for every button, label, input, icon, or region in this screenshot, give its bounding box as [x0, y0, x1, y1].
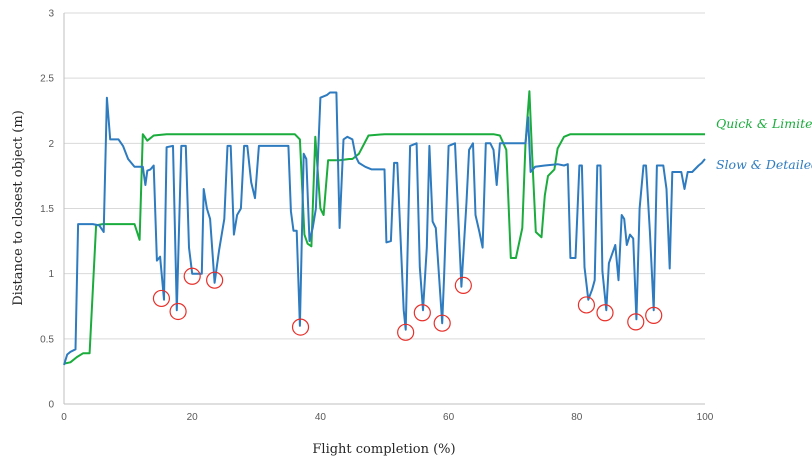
y-tick-label-0: 0: [48, 400, 54, 411]
annotation-circle-11: [627, 313, 645, 331]
annotation-circles: [152, 267, 663, 341]
x-tick-label-1: 20: [187, 412, 199, 423]
x-axis-title: Flight completion (%): [312, 442, 455, 457]
y-tick-label-1: 0.5: [40, 334, 54, 345]
y-tick-label-4: 2: [48, 139, 54, 150]
x-tick-label-5: 100: [697, 412, 714, 423]
annotation-circle-7: [433, 314, 451, 332]
annotation-circle-1: [169, 302, 187, 321]
x-tick-label-2: 40: [315, 412, 327, 423]
y-tick-label-6: 3: [48, 9, 54, 20]
legend-label-quick-limited: Quick & Limited: [716, 116, 812, 131]
annotation-circle-3: [206, 271, 224, 289]
y-tick-labels: 0 0.5 1 1.5 2 2.5 3: [40, 9, 54, 411]
annotation-circle-9: [577, 296, 596, 314]
y-axis-title: Distance to closest object (m): [11, 110, 26, 306]
x-tick-labels: 0 20 40 60 80 100: [61, 412, 714, 423]
y-tick-label-2: 1: [48, 269, 54, 280]
annotation-circle-8: [454, 276, 472, 294]
x-tick-label-4: 80: [571, 412, 583, 423]
annotation-circle-5: [397, 323, 415, 341]
x-tick-label-0: 0: [61, 412, 67, 423]
annotation-circle-0: [152, 289, 171, 308]
y-tick-label-3: 1.5: [40, 204, 54, 215]
annotation-circle-2: [183, 267, 201, 285]
x-tick-label-3: 60: [443, 412, 455, 423]
annotation-circle-6: [413, 304, 431, 322]
series-line-slow-detailed: [63, 91, 706, 366]
series-lines: [63, 90, 706, 366]
annotation-circle-4: [291, 318, 310, 336]
annotation-circle-10: [596, 304, 614, 322]
annotation-circle-12: [645, 306, 663, 324]
series-line-quick-limited: [63, 90, 705, 365]
gridlines: [63, 12, 705, 405]
legend-label-slow-detailed: Slow & Detailed: [716, 157, 812, 172]
legend: Quick & Limited Slow & Detailed: [716, 116, 812, 172]
y-tick-label-5: 2.5: [40, 74, 54, 85]
